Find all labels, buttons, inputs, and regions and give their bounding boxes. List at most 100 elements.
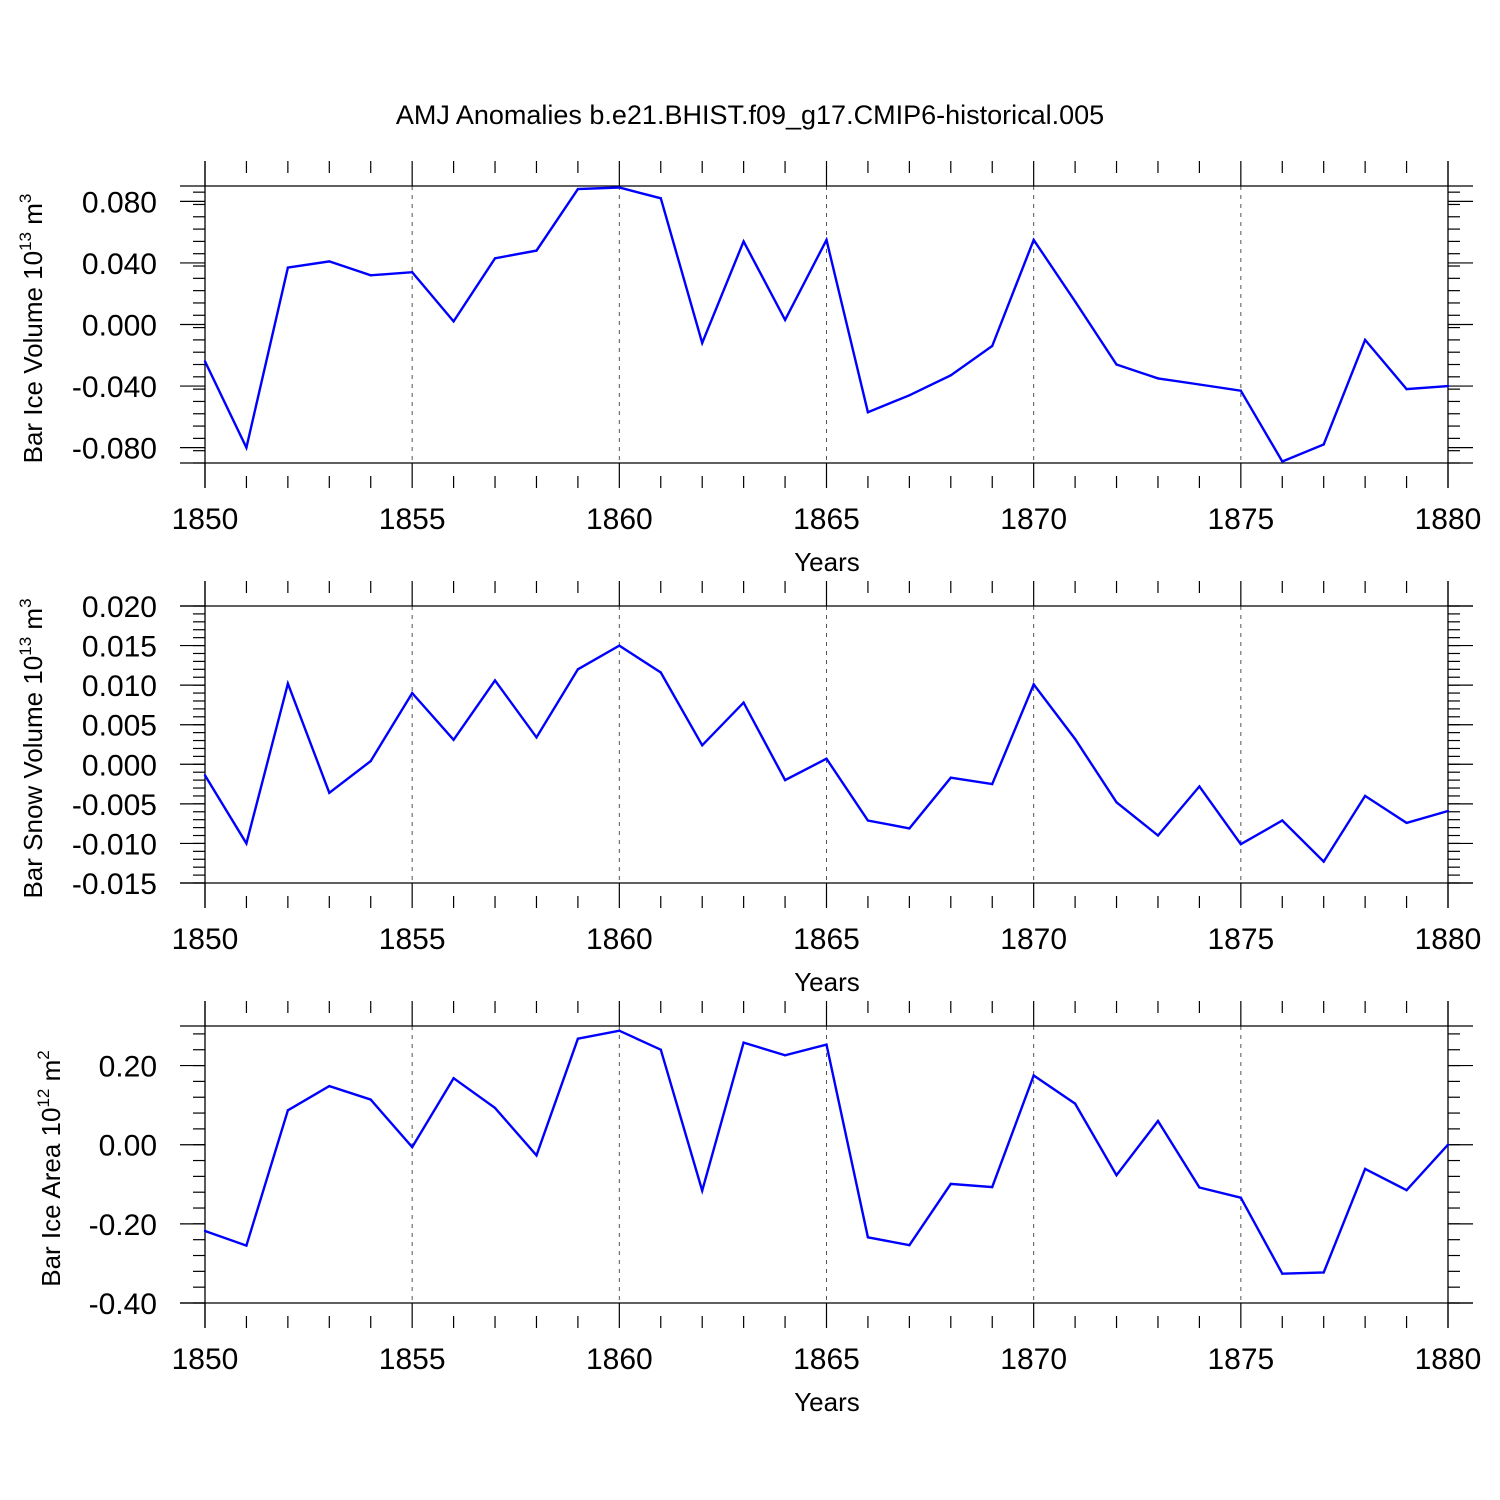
data-point: [701, 1189, 704, 1192]
data-point: [949, 374, 952, 377]
data-point: [328, 260, 331, 263]
data-point: [245, 842, 248, 845]
x-tick-label: 1880: [1415, 503, 1482, 536]
data-point: [1446, 1143, 1450, 1146]
y-tick-label: 0.00: [99, 1130, 157, 1163]
data-point: [1239, 389, 1243, 392]
data-point: [1032, 238, 1035, 242]
data-point: [535, 1154, 538, 1157]
data-point: [203, 1229, 207, 1233]
x-axis-label: Years: [794, 1387, 860, 1417]
data-point: [1322, 860, 1325, 863]
data-point: [949, 776, 952, 779]
data-point: [1073, 737, 1077, 741]
data-point: [783, 318, 787, 322]
y-tick-label: 0.080: [82, 186, 157, 219]
y-axis-label-unit: m: [18, 608, 48, 637]
chart-panels: 1850 1855 1860 1865 1870 1875 1880 -0.080 -0.040…: [16, 161, 1481, 1417]
data-point: [245, 1244, 248, 1247]
panel-1: 1850 1855 1860 1865 1870 1875 1880 -0.080 -0.040…: [16, 161, 1481, 577]
y-tick-label: -0.40: [89, 1288, 157, 1321]
y-tick-label: -0.015: [72, 868, 157, 901]
data-point: [1405, 1189, 1408, 1192]
y-tick-label: -0.040: [72, 371, 157, 404]
data-point: [991, 782, 994, 786]
y-tick-label: 0.010: [82, 670, 157, 703]
y-axis-label-unit: m: [36, 1060, 66, 1089]
data-point: [410, 270, 414, 274]
data-point: [410, 1145, 414, 1149]
data-point: [1156, 834, 1160, 837]
x-axis-label: Years: [794, 547, 860, 577]
y-tick-label: 0.20: [99, 1051, 157, 1084]
x-tick-label: 1875: [1207, 503, 1274, 536]
data-point: [369, 274, 372, 277]
data-point: [1198, 1186, 1201, 1189]
data-point: [742, 701, 745, 704]
data-point: [493, 1106, 497, 1110]
y-tick-label: 0.020: [82, 591, 157, 624]
data-point: [203, 774, 207, 777]
data-point: [493, 679, 497, 682]
data-point: [286, 1109, 290, 1112]
y-axis-label-unit-exponent: 2: [34, 1050, 53, 1059]
panel-3: 1850 1855 1860 1865 1870 1875 1880 -0.40 -0.20 0.…: [34, 1001, 1481, 1417]
data-point: [1032, 1074, 1035, 1077]
data-point: [1363, 794, 1367, 798]
data-point: [701, 744, 704, 747]
data-point: [825, 1043, 828, 1046]
data-point: [576, 1037, 580, 1040]
y-tick-label: 0.015: [82, 631, 157, 664]
x-tick-label: 1860: [586, 1343, 653, 1376]
data-point: [1198, 785, 1201, 788]
x-tick-label: 1870: [1000, 1343, 1067, 1376]
y-tick-label: 0.000: [82, 749, 157, 782]
x-tick-label: 1875: [1207, 923, 1274, 956]
x-tick-label: 1880: [1415, 1343, 1482, 1376]
x-tick-label: 1865: [793, 503, 860, 536]
data-point: [618, 1029, 621, 1032]
y-axis-label-unit: m: [18, 203, 48, 232]
data-point: [535, 249, 538, 252]
y-tick-label: 0.040: [82, 248, 157, 281]
x-tick-label: 1865: [793, 923, 860, 956]
data-point: [535, 736, 538, 739]
data-point: [1446, 809, 1450, 813]
data-point: [1115, 1173, 1118, 1177]
data-point: [452, 320, 455, 323]
data-point: [1281, 819, 1284, 822]
x-tick-label: 1860: [586, 503, 653, 536]
data-point: [1405, 387, 1408, 391]
y-axis-label-main: Bar Ice Volume 10: [18, 251, 48, 463]
data-point: [245, 446, 248, 449]
y-tick-label: -0.20: [89, 1209, 157, 1242]
data-point: [1281, 460, 1284, 463]
data-point: [1239, 843, 1243, 846]
x-tick-label: 1850: [172, 503, 239, 536]
x-tick-label: 1850: [172, 923, 239, 956]
data-point: [742, 1041, 745, 1044]
data-point: [1115, 801, 1118, 804]
data-point: [866, 819, 870, 822]
data-point: [1073, 1102, 1077, 1105]
data-point: [452, 738, 455, 741]
data-point: [1073, 300, 1077, 303]
data-point: [742, 240, 745, 243]
y-tick-label: -0.005: [72, 789, 157, 822]
data-point: [286, 682, 290, 685]
data-point: [576, 668, 580, 671]
data-point: [908, 827, 911, 830]
data-point: [1115, 363, 1118, 366]
data-point: [825, 238, 828, 242]
data-point: [659, 197, 662, 200]
data-point: [1363, 338, 1367, 342]
data-point: [908, 1244, 911, 1247]
data-point: [369, 759, 372, 763]
x-axis-label: Years: [794, 967, 860, 997]
data-point: [410, 691, 414, 695]
chart-title: AMJ Anomalies b.e21.BHIST.f09_g17.CMIP6-…: [396, 100, 1104, 130]
y-axis-label-exponent: 13: [16, 637, 35, 656]
y-axis-label: Bar Ice Area 1012 m2: [34, 1050, 66, 1287]
y-axis-label-unit-exponent: 3: [16, 194, 35, 203]
